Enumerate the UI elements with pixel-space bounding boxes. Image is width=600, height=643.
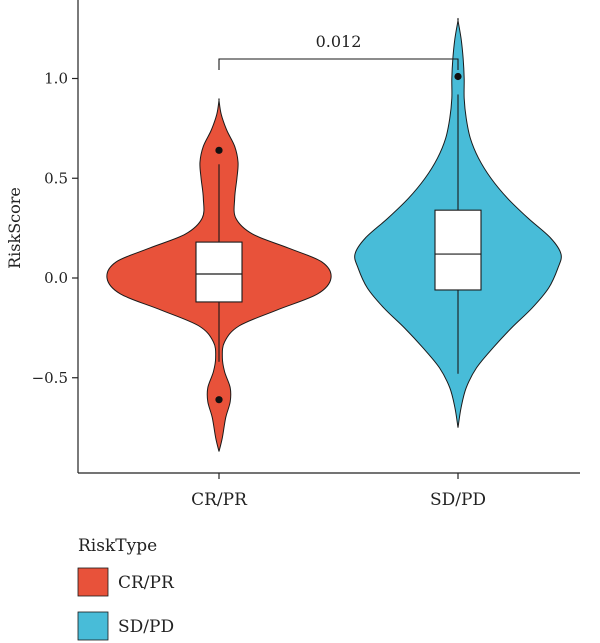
- outlier-point: [215, 396, 223, 404]
- legend-swatch: [77, 611, 109, 641]
- significance-bracket: 0.012: [218, 32, 459, 70]
- y-tick-label: 1.0: [44, 70, 68, 88]
- p-value-label: 0.012: [316, 32, 362, 51]
- legend: RiskType CR/PR SD/PD: [77, 536, 175, 641]
- y-tick-label: −0.5: [32, 369, 68, 387]
- legend-swatch: [77, 567, 109, 597]
- y-tick-label: 0.0: [44, 269, 68, 287]
- x-tick-label: CR/PR: [191, 490, 248, 510]
- y-tick-label: 0.5: [44, 169, 68, 187]
- legend-label: SD/PD: [118, 617, 174, 637]
- bracket-line: [218, 58, 459, 70]
- outlier-point: [454, 72, 462, 81]
- y-ticks: −0.5 0.0 0.5 1.0: [32, 70, 78, 387]
- x-ticks: CR/PR SD/PD: [191, 473, 486, 510]
- violins: [106, 17, 562, 452]
- legend-label: CR/PR: [118, 573, 175, 593]
- box: [195, 241, 243, 303]
- outlier-point: [215, 146, 223, 154]
- legend-title: RiskType: [78, 536, 157, 556]
- y-axis-title: RiskScore: [5, 187, 24, 269]
- box: [434, 209, 482, 291]
- violin-group: [354, 17, 562, 428]
- x-tick-label: SD/PD: [430, 490, 486, 510]
- violin-group: [106, 98, 332, 452]
